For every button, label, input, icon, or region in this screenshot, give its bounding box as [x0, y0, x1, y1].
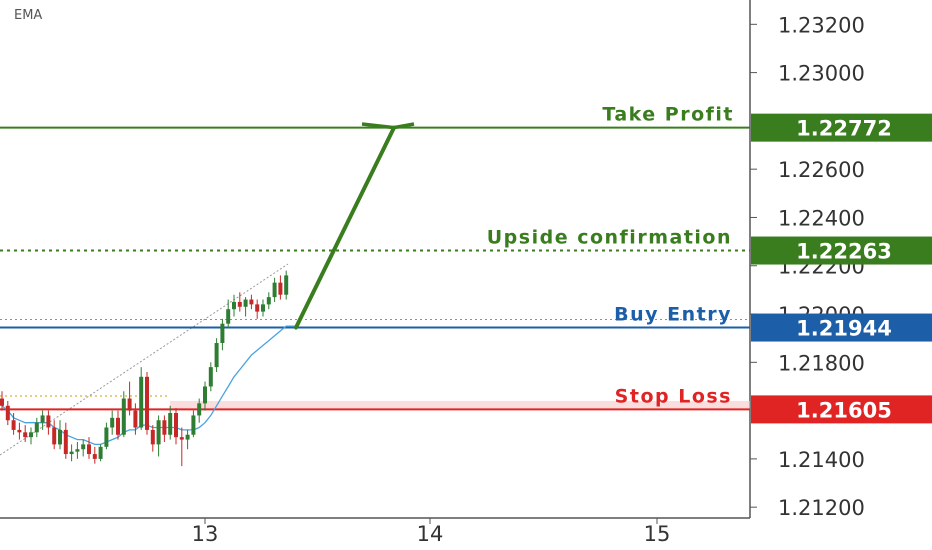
candle-body: [214, 343, 219, 368]
candle-body: [191, 415, 196, 435]
buy-entry-badge-text: 1.21944: [796, 317, 892, 341]
stop-loss-label: Stop Loss: [615, 385, 732, 407]
candle-body: [232, 301, 236, 310]
candle-body: [34, 422, 39, 433]
candle-body: [92, 454, 97, 459]
stop-loss-badge: [751, 395, 932, 424]
y-tick-label: 1.21200: [778, 496, 865, 520]
candle-body: [237, 301, 242, 307]
y-tick-label: 1.23000: [778, 62, 865, 86]
plot-area[interactable]: [0, 0, 750, 518]
candle-body: [185, 434, 190, 440]
time-scale[interactable]: [0, 518, 932, 550]
y-tick-label: 1.21400: [778, 448, 865, 472]
buy-entry-badge: [751, 313, 932, 342]
candle-body: [208, 367, 213, 387]
candle-body: [133, 410, 138, 428]
candle-body: [58, 429, 62, 445]
candle-body: [110, 417, 115, 428]
candle-body: [243, 299, 248, 307]
candle-body: [116, 417, 120, 435]
candle-body: [104, 427, 109, 447]
candle-body: [249, 299, 254, 305]
x-axis-ticks: 13 14 15: [192, 518, 671, 546]
candle-body: [127, 398, 132, 411]
price-badges: 1.22772 1.22263 1.21944 1.21605: [751, 113, 932, 424]
candle-body: [179, 437, 184, 440]
candle-body: [156, 420, 161, 445]
candle-body: [121, 398, 126, 435]
candle-body: [98, 446, 103, 459]
candle-body: [52, 427, 57, 445]
x-tick-label: 14: [417, 522, 444, 546]
candle-body: [145, 376, 149, 430]
candle-body: [63, 429, 68, 455]
buy-entry-label: Buy Entry: [614, 304, 732, 326]
upside-confirmation-badge-text: 1.22263: [796, 240, 892, 264]
candle-body: [46, 415, 51, 428]
candle-body: [226, 309, 231, 324]
upside-confirmation-label: Upside confirmation: [487, 227, 732, 249]
x-tick-label: 15: [644, 522, 671, 546]
candle-body: [272, 282, 277, 298]
arrow-layer: [294, 122, 415, 330]
candle-body: [139, 376, 144, 428]
candle-body: [69, 451, 74, 455]
candle-body: [168, 413, 173, 435]
candle-body: [81, 444, 86, 450]
take-profit-badge: [751, 113, 932, 142]
candle-body: [220, 323, 225, 343]
candle-body: [203, 386, 207, 404]
y-tick-label: 1.21800: [778, 351, 865, 375]
candle-body: [0, 398, 4, 406]
projection-arrow-head: [361, 122, 415, 130]
candle-body: [40, 415, 45, 423]
candle-body: [261, 304, 265, 312]
take-profit-label: Take Profit: [602, 104, 734, 126]
candle-body: [266, 297, 271, 305]
candle-body: [87, 444, 91, 455]
candle-body: [255, 304, 260, 312]
candle-body: [75, 449, 80, 452]
stop-loss-badge-text: 1.21605: [796, 398, 892, 422]
take-profit-badge-text: 1.22772: [796, 117, 892, 141]
level-labels-layer: Take Profit Upside confirmation Buy Entry S…: [487, 104, 734, 408]
x-tick-label: 13: [192, 522, 219, 546]
candle-body: [23, 432, 28, 438]
candle-body: [17, 429, 22, 433]
candle-body: [197, 403, 202, 416]
candle-body: [278, 282, 283, 295]
candle-body: [174, 413, 178, 438]
projection-arrow-shaft: [294, 125, 396, 330]
candle-body: [150, 429, 155, 445]
y-tick-label: 1.23200: [778, 13, 865, 37]
candle-body: [5, 405, 10, 421]
candle-body: [11, 420, 16, 430]
upside-confirmation-badge: [751, 236, 932, 265]
y-tick-label: 1.22400: [778, 206, 865, 230]
candle-body: [284, 275, 289, 295]
candles-layer: [0, 270, 289, 467]
indicator-label: EMA: [14, 8, 42, 23]
y-tick-label: 1.22600: [778, 158, 865, 182]
candle-body: [162, 420, 167, 435]
stop-loss-zone: [170, 400, 750, 410]
stop-zone-layer: [170, 400, 750, 410]
candle-body: [29, 432, 33, 438]
